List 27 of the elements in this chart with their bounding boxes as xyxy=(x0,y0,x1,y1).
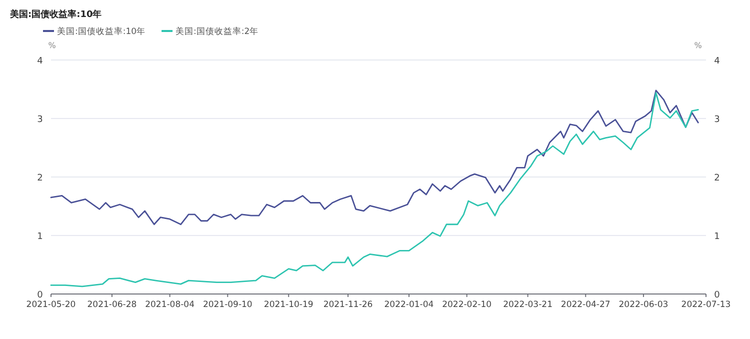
y-tick-label: 1 xyxy=(37,232,43,242)
y2-tick-label: 4 xyxy=(714,56,720,66)
y-tick-label: 3 xyxy=(37,115,43,125)
x-tick-label: 2022-01-04 xyxy=(384,300,434,310)
x-tick-label: 2021-05-20 xyxy=(26,300,76,310)
y-axis-title: % xyxy=(48,41,56,50)
y-tick-label: 2 xyxy=(37,174,43,184)
x-tick-label: 2021-11-26 xyxy=(323,300,373,310)
x-tick-label: 2022-02-10 xyxy=(442,300,492,310)
y2-tick-label: 3 xyxy=(714,115,720,125)
x-tick-label: 2022-03-21 xyxy=(503,300,552,310)
legend-label: 美国:国债收益率:10年 xyxy=(57,26,146,37)
x-tick-label: 2022-07-13 xyxy=(681,300,731,310)
x-tick-label: 2021-09-10 xyxy=(202,300,252,310)
x-tick-label: 2021-10-19 xyxy=(264,300,314,310)
y2-axis-title: % xyxy=(694,41,702,50)
chart-title: 美国:国债收益率:10年 xyxy=(9,9,102,20)
x-tick-label: 2022-04-27 xyxy=(560,300,610,310)
x-tick-label: 2021-06-28 xyxy=(87,300,137,310)
x-tick-label: 2021-08-04 xyxy=(145,300,195,310)
y2-tick-label: 2 xyxy=(714,174,720,184)
y2-tick-label: 1 xyxy=(714,232,720,242)
y-tick-label: 4 xyxy=(37,56,44,66)
legend-label: 美国:国债收益率:2年 xyxy=(176,26,259,37)
y2-tick-label: 0 xyxy=(714,290,720,300)
y-tick-label: 0 xyxy=(37,290,44,300)
x-tick-label: 2022-06-03 xyxy=(618,300,668,310)
